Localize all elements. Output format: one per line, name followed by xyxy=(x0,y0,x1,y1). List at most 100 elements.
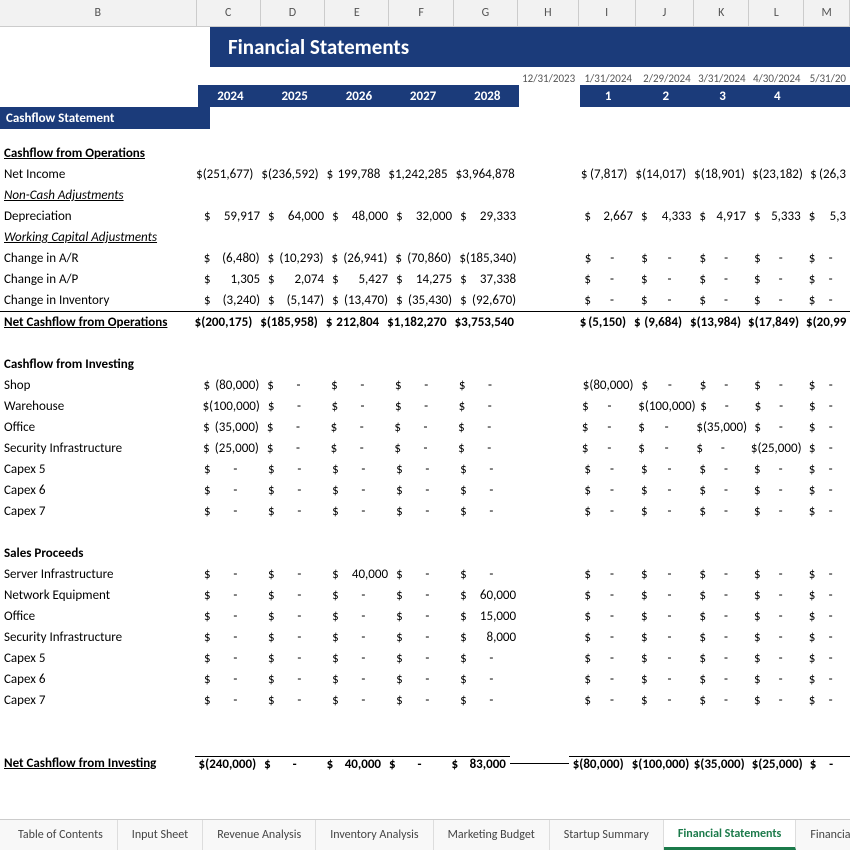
cell[interactable]: $- xyxy=(805,630,850,645)
cell[interactable]: $- xyxy=(578,420,634,435)
cell[interactable]: $- xyxy=(200,483,264,498)
year-header[interactable]: 2026 xyxy=(327,85,391,107)
column-header[interactable]: M xyxy=(804,0,850,26)
cell[interactable]: $- xyxy=(634,420,692,435)
cell[interactable]: $(35,000) xyxy=(199,420,263,435)
sheet-tab[interactable]: Input Sheet xyxy=(118,820,203,850)
cell[interactable]: $- xyxy=(750,504,805,519)
cell[interactable]: $- xyxy=(578,399,634,414)
cell[interactable]: $(3,240) xyxy=(200,293,264,308)
cell[interactable]: $(25,000) xyxy=(199,441,263,456)
cell[interactable]: $- xyxy=(328,483,392,498)
cell[interactable]: $- xyxy=(392,462,456,477)
cell[interactable]: $- xyxy=(264,609,328,624)
cell[interactable]: $- xyxy=(260,756,322,772)
cell[interactable]: $- xyxy=(328,693,392,708)
column-header[interactable]: J xyxy=(636,0,695,26)
cell[interactable]: $- xyxy=(327,441,391,456)
cell[interactable]: $- xyxy=(750,672,805,687)
column-header[interactable]: K xyxy=(694,0,749,26)
cell[interactable]: $- xyxy=(805,462,850,477)
cell[interactable]: $- xyxy=(391,399,455,414)
year-header[interactable]: 2025 xyxy=(263,85,327,107)
cell[interactable]: $- xyxy=(392,651,456,666)
cell[interactable]: $- xyxy=(637,272,695,287)
cell[interactable]: $- xyxy=(200,504,264,519)
cell[interactable]: $- xyxy=(200,672,264,687)
cell[interactable]: $- xyxy=(580,588,637,603)
cell[interactable]: $- xyxy=(580,630,637,645)
sheet-tab[interactable]: Revenue Analysis xyxy=(203,820,316,850)
sheet-tab[interactable]: Table of Contents xyxy=(4,820,118,850)
cell[interactable]: $- xyxy=(637,588,695,603)
cell[interactable]: $- xyxy=(696,378,751,393)
cell[interactable]: $- xyxy=(263,420,327,435)
cell[interactable]: $- xyxy=(580,672,637,687)
cell[interactable]: $- xyxy=(328,462,392,477)
cell[interactable]: $(35,430) xyxy=(392,293,456,308)
cell[interactable]: $83,000 xyxy=(447,756,509,772)
cell[interactable]: $(251,677) xyxy=(192,167,257,182)
cell[interactable]: $- xyxy=(200,588,264,603)
cell[interactable]: $- xyxy=(637,609,695,624)
cell[interactable]: $4,333 xyxy=(637,209,695,224)
cell[interactable]: $(92,670) xyxy=(456,293,520,308)
cell[interactable]: $15,000 xyxy=(456,609,520,624)
cell[interactable]: $- xyxy=(581,251,637,266)
cell[interactable]: $- xyxy=(805,251,850,266)
cell[interactable]: $(25,000) xyxy=(747,441,805,456)
cell[interactable]: $60,000 xyxy=(456,588,520,603)
column-header[interactable]: B xyxy=(0,0,197,26)
cell[interactable]: $- xyxy=(695,672,750,687)
cell[interactable]: $- xyxy=(327,399,391,414)
cell[interactable]: $- xyxy=(456,693,520,708)
cell[interactable]: $- xyxy=(328,630,392,645)
cell[interactable]: $(6,480) xyxy=(200,251,264,266)
cell[interactable]: $48,000 xyxy=(328,209,392,224)
cell[interactable]: $- xyxy=(750,483,805,498)
cell[interactable]: $- xyxy=(580,293,637,308)
cell[interactable]: $32,000 xyxy=(392,209,456,224)
cell[interactable]: $- xyxy=(392,672,456,687)
cell[interactable]: $5,427 xyxy=(328,272,392,287)
cell[interactable]: $- xyxy=(328,504,392,519)
cell[interactable]: $- xyxy=(637,483,695,498)
cell[interactable]: $14,275 xyxy=(392,272,456,287)
cell[interactable]: $4,917 xyxy=(695,209,750,224)
cell[interactable]: $- xyxy=(695,293,750,308)
cell[interactable]: $- xyxy=(806,756,850,772)
column-header[interactable]: E xyxy=(325,0,389,26)
column-header[interactable]: L xyxy=(749,0,804,26)
cell[interactable]: $- xyxy=(750,272,805,287)
cell[interactable]: $- xyxy=(200,567,264,582)
cell[interactable]: $- xyxy=(805,272,850,287)
cell[interactable]: $- xyxy=(200,693,264,708)
cell[interactable]: $- xyxy=(637,567,695,582)
year-header[interactable]: 2028 xyxy=(455,85,519,107)
cell[interactable]: $- xyxy=(580,483,637,498)
cell[interactable]: $- xyxy=(692,441,746,456)
cell[interactable]: $- xyxy=(455,378,519,393)
month-header[interactable]: 3 xyxy=(695,85,750,107)
cell[interactable]: $- xyxy=(805,483,850,498)
cell[interactable]: $- xyxy=(264,672,328,687)
sheet-tab[interactable]: Financial … xyxy=(796,820,850,850)
cell[interactable]: $(200,175) xyxy=(191,315,257,330)
cell[interactable]: $- xyxy=(392,504,456,519)
cell[interactable]: $- xyxy=(750,567,805,582)
cell[interactable]: $- xyxy=(328,672,392,687)
cell[interactable]: $- xyxy=(327,420,391,435)
month-header[interactable]: 4 xyxy=(750,85,805,107)
cell[interactable]: $- xyxy=(390,420,454,435)
cell[interactable]: $- xyxy=(695,462,750,477)
cell[interactable]: $(80,000) xyxy=(579,378,638,393)
cell[interactable]: $- xyxy=(264,588,328,603)
cell[interactable]: $- xyxy=(695,693,750,708)
cell[interactable]: $(20,99 xyxy=(802,315,850,330)
cell[interactable]: $3,964,878 xyxy=(452,167,519,182)
cell[interactable]: $(14,017) xyxy=(632,167,691,182)
cell[interactable]: $- xyxy=(695,567,750,582)
cell[interactable]: $- xyxy=(750,462,805,477)
cell[interactable]: $- xyxy=(200,609,264,624)
cell[interactable]: $(10,293) xyxy=(264,251,328,266)
